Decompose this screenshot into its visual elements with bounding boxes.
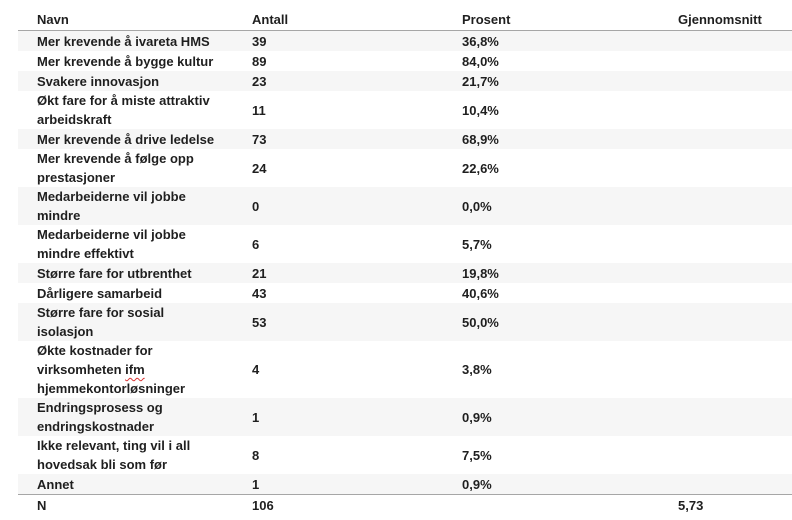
cell-gjennomsnitt xyxy=(678,149,792,187)
footer-row: N 106 5,73 xyxy=(18,494,792,516)
cell-name: Annet xyxy=(37,476,74,492)
cell-gjennomsnitt xyxy=(678,225,792,263)
table-row: Medarbeiderne vil jobbe mindre effektivt… xyxy=(18,225,792,263)
cell-prosent: 5,7% xyxy=(462,236,492,252)
cell-name: Medarbeiderne vil jobbe mindre xyxy=(37,189,186,223)
table-row: Mer krevende å ivareta HMS 39 36,8% xyxy=(18,30,792,52)
header-row: Navn Antall Prosent Gjennomsnitt xyxy=(18,8,792,31)
cell-antall: 43 xyxy=(252,285,267,301)
column-header-prosent: Prosent xyxy=(462,8,678,31)
cell-prosent: 3,8% xyxy=(462,362,492,377)
cell-name: Økte kostnader for virksomheten ifm hjem… xyxy=(37,343,186,396)
cell-prosent: 19,8% xyxy=(462,265,499,281)
cell-antall: 23 xyxy=(252,73,267,89)
cell-prosent: 21,7% xyxy=(462,73,499,89)
cell-name: Mer krevende å drive ledelse xyxy=(37,131,215,147)
cell-name: Mer krevende å ivareta HMS xyxy=(37,33,210,49)
cell-antall: 4 xyxy=(252,362,260,377)
table-row: Mer krevende å drive ledelse 73 68,9% xyxy=(18,129,792,149)
cell-antall: 6 xyxy=(252,236,260,252)
cell-prosent: 7,5% xyxy=(462,447,492,463)
cell-prosent: 40,6% xyxy=(462,285,499,301)
table-row: Større fare for sosial isolasjon 53 50,0% xyxy=(18,303,792,341)
cell-prosent: 0,9% xyxy=(462,476,492,492)
cell-prosent: 36,8% xyxy=(462,33,499,49)
cell-antall: 1 xyxy=(252,476,260,492)
cell-name: Svakere innovasjon xyxy=(37,73,160,89)
cell-name: Ikke relevant, ting vil i all hovedsak b… xyxy=(37,438,191,472)
cell-gjennomsnitt xyxy=(678,71,792,91)
cell-gjennomsnitt xyxy=(678,187,792,225)
results-table: Navn Antall Prosent Gjennomsnitt Mer kre… xyxy=(18,8,792,516)
cell-name: Mer krevende å følge opp prestasjoner xyxy=(37,151,194,185)
cell-prosent: 50,0% xyxy=(462,314,499,330)
cell-gjennomsnitt xyxy=(678,474,792,495)
cell-prosent: 10,4% xyxy=(462,102,499,118)
column-header-antall: Antall xyxy=(252,8,462,31)
footer-cell-prosent xyxy=(462,494,678,516)
cell-antall: 39 xyxy=(252,33,267,49)
table-row: Mer krevende å følge opp prestasjoner 24 2… xyxy=(18,149,792,187)
table-row: Økte kostnader for virksomheten ifm hjem… xyxy=(18,341,792,398)
cell-gjennomsnitt xyxy=(678,341,792,398)
column-header-navn: Navn xyxy=(18,8,252,31)
cell-antall: 1 xyxy=(252,409,260,425)
cell-gjennomsnitt xyxy=(678,303,792,341)
table-header: Navn Antall Prosent Gjennomsnitt xyxy=(18,8,792,31)
cell-gjennomsnitt xyxy=(678,51,792,71)
cell-antall: 8 xyxy=(252,447,260,463)
cell-gjennomsnitt xyxy=(678,436,792,474)
cell-antall: 73 xyxy=(252,131,267,147)
cell-gjennomsnitt xyxy=(678,31,792,52)
cell-antall: 21 xyxy=(252,265,267,281)
cell-name: Dårligere samarbeid xyxy=(37,285,163,301)
table-row: Ikke relevant, ting vil i all hovedsak b… xyxy=(18,436,792,474)
cell-antall: 89 xyxy=(252,53,267,69)
table-row: Mer krevende å bygge kultur 89 84,0% xyxy=(18,51,792,71)
cell-gjennomsnitt xyxy=(678,263,792,283)
table-row: Økt fare for å miste attraktiv arbeidskr… xyxy=(18,91,792,129)
table-row: Større fare for utbrenthet 21 19,8% xyxy=(18,263,792,283)
footer-cell-gjennomsnitt: 5,73 xyxy=(678,494,792,516)
cell-prosent: 68,9% xyxy=(462,131,499,147)
cell-prosent: 22,6% xyxy=(462,160,499,176)
cell-prosent: 0,9% xyxy=(462,409,492,425)
cell-gjennomsnitt xyxy=(678,283,792,303)
cell-antall: 11 xyxy=(252,102,266,118)
cell-prosent: 0,0% xyxy=(462,198,492,214)
table-row: Svakere innovasjon 23 21,7% xyxy=(18,71,792,91)
cell-antall: 0 xyxy=(252,198,260,214)
table-row: Annet 1 0,9% xyxy=(18,474,792,495)
cell-name: Medarbeiderne vil jobbe mindre effektivt xyxy=(37,227,186,261)
footer-cell-antall: 106 xyxy=(252,494,462,516)
cell-antall: 53 xyxy=(252,314,267,330)
table-footer: N 106 5,73 xyxy=(18,494,792,516)
spellcheck-word: ifm xyxy=(125,362,145,377)
table-row: Medarbeiderne vil jobbe mindre 0 0,0% xyxy=(18,187,792,225)
cell-name: Mer krevende å bygge kultur xyxy=(37,53,214,69)
cell-name: Endringsprosess og endringskostnader xyxy=(37,400,163,434)
cell-name: Større fare for utbrenthet xyxy=(37,265,192,281)
cell-gjennomsnitt xyxy=(678,129,792,149)
table-body: Mer krevende å ivareta HMS 39 36,8% Mer kre… xyxy=(18,30,792,495)
cell-name: Større fare for sosial isolasjon xyxy=(37,305,165,339)
cell-gjennomsnitt xyxy=(678,398,792,436)
table-row: Dårligere samarbeid 43 40,6% xyxy=(18,283,792,303)
cell-name: Økt fare for å miste attraktiv arbeidskr… xyxy=(37,93,210,127)
cell-prosent: 84,0% xyxy=(462,53,499,69)
column-header-gjennomsnitt: Gjennomsnitt xyxy=(678,8,792,31)
cell-antall: 24 xyxy=(252,160,267,176)
footer-cell-name: N xyxy=(18,494,252,516)
table-row: Endringsprosess og endringskostnader 1 0,9… xyxy=(18,398,792,436)
cell-gjennomsnitt xyxy=(678,91,792,129)
